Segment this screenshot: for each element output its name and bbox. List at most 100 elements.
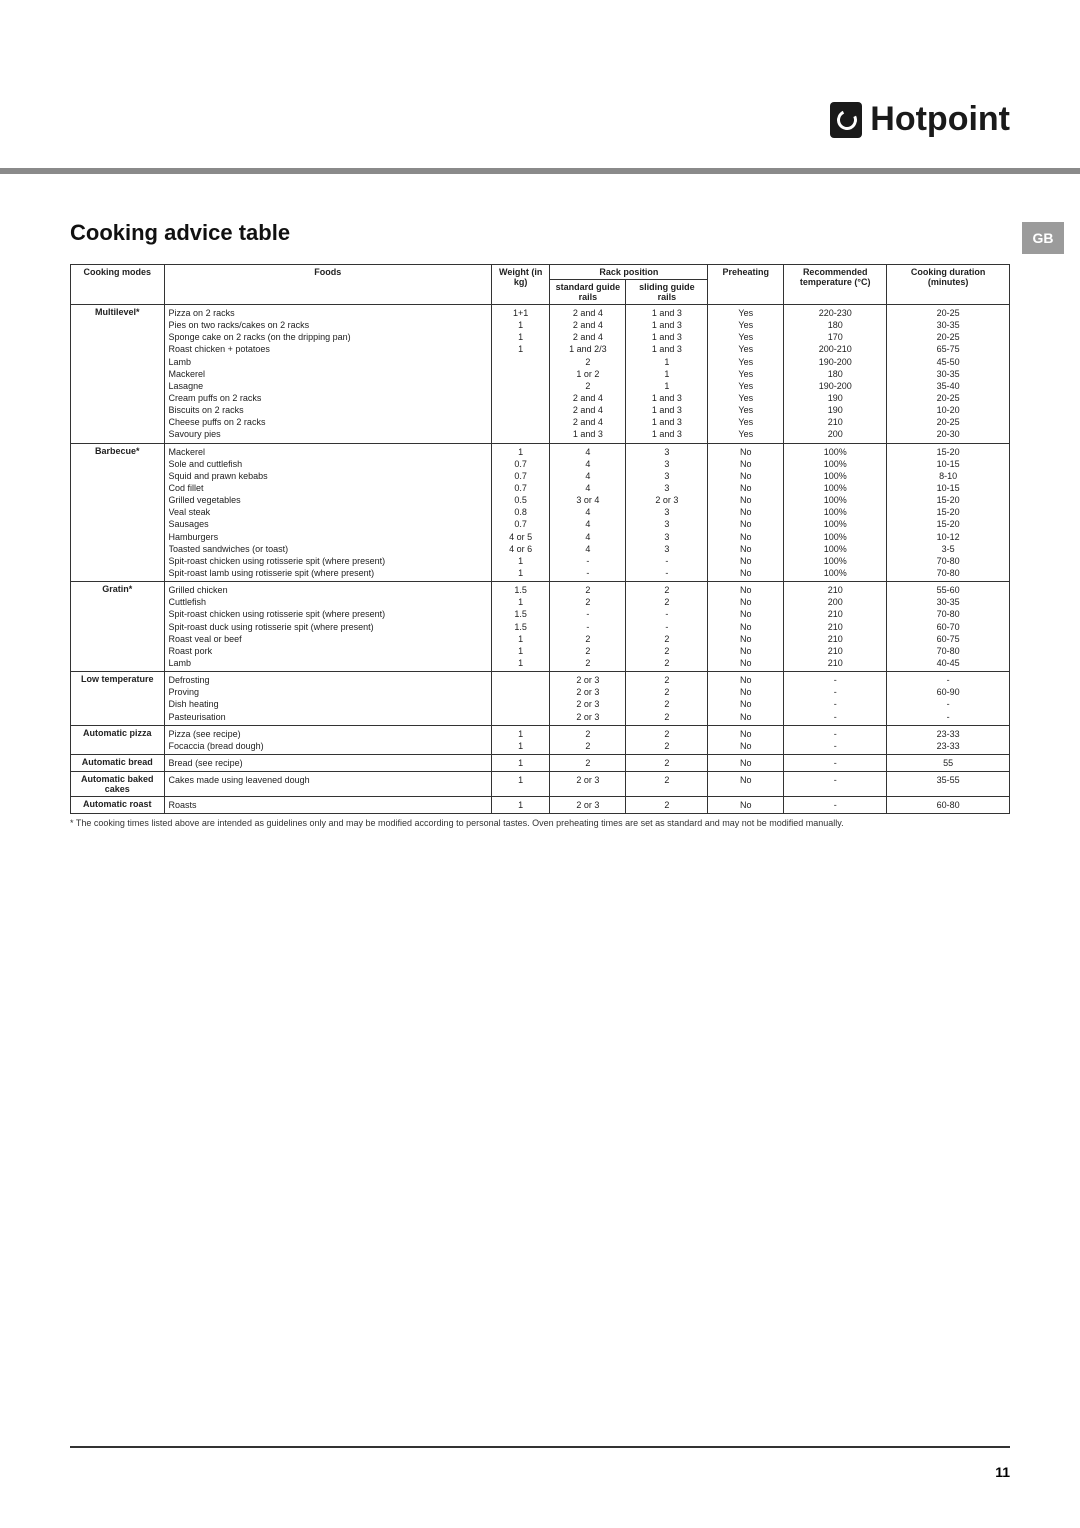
cell-line: 1 — [630, 368, 703, 380]
data-cell: 55 — [887, 754, 1010, 771]
cell-line: Grilled chicken — [169, 584, 487, 596]
data-cell: Roasts — [164, 797, 491, 814]
cell-line: 2 or 3 — [554, 711, 621, 723]
cell-line: No — [712, 531, 779, 543]
cell-line: 2 — [630, 698, 703, 710]
cell-line — [496, 380, 545, 392]
cell-line: 1 — [630, 380, 703, 392]
cell-line: 3 — [630, 518, 703, 530]
data-cell: 1 and 31 and 31 and 31 and 31111 and 31 … — [626, 305, 708, 444]
cell-line: 2 — [630, 596, 703, 608]
cell-line: No — [712, 740, 779, 752]
cell-line: 1 — [496, 596, 545, 608]
cell-line: - — [788, 757, 882, 769]
cell-line: 2 — [554, 584, 621, 596]
cell-line: - — [554, 555, 621, 567]
cell-line: 190 — [788, 392, 882, 404]
data-cell: 20-2530-3520-2565-7545-5030-3535-4020-25… — [887, 305, 1010, 444]
cell-line: 210 — [788, 584, 882, 596]
header-preheat: Preheating — [708, 265, 784, 305]
cell-line: 2 — [554, 380, 621, 392]
cell-line: 70-80 — [891, 608, 1005, 620]
cell-line: 2 — [630, 674, 703, 686]
cell-line: No — [712, 621, 779, 633]
data-cell: 55-6030-3570-8060-7060-7570-8040-45 — [887, 582, 1010, 672]
cell-line: No — [712, 482, 779, 494]
cell-line: 210 — [788, 645, 882, 657]
cell-line: 4 — [554, 482, 621, 494]
header-modes: Cooking modes — [71, 265, 165, 305]
cell-line: 15-20 — [891, 494, 1005, 506]
cell-line: 2 — [630, 633, 703, 645]
cell-line: Yes — [712, 307, 779, 319]
brand-logo: Hotpoint — [830, 100, 1010, 139]
cell-line: 210 — [788, 657, 882, 669]
data-cell: 23-3323-33 — [887, 725, 1010, 754]
cell-line: 30-35 — [891, 368, 1005, 380]
cell-line: Sole and cuttlefish — [169, 458, 487, 470]
cell-line: Cheese puffs on 2 racks — [169, 416, 487, 428]
cell-line: - — [788, 799, 882, 811]
cell-line: 1 and 3 — [630, 392, 703, 404]
cell-line: 2 — [630, 728, 703, 740]
cell-line: 4 — [554, 506, 621, 518]
cell-line: 2 and 4 — [554, 416, 621, 428]
cell-line: 210 — [788, 608, 882, 620]
data-cell: NoNo — [708, 725, 784, 754]
cell-line: Mackerel — [169, 446, 487, 458]
cell-line: - — [891, 674, 1005, 686]
cell-line: 0.5 — [496, 494, 545, 506]
table-row: Low temperatureDefrostingProvingDish hea… — [71, 672, 1010, 726]
cell-line: 70-80 — [891, 645, 1005, 657]
cell-line: Yes — [712, 416, 779, 428]
cell-line: 210 — [788, 621, 882, 633]
data-cell: 1 — [491, 797, 549, 814]
cell-line: - — [891, 698, 1005, 710]
cell-line: 1 and 3 — [630, 404, 703, 416]
cell-line: Focaccia (bread dough) — [169, 740, 487, 752]
cell-line: Hamburgers — [169, 531, 487, 543]
cell-line — [496, 392, 545, 404]
mode-cell: Automatic baked cakes — [71, 772, 165, 797]
cell-line: No — [712, 470, 779, 482]
cell-line — [496, 368, 545, 380]
cell-line: 2 and 4 — [554, 307, 621, 319]
cell-line: 3 — [630, 458, 703, 470]
cell-line: 35-40 — [891, 380, 1005, 392]
cell-line: 200-210 — [788, 343, 882, 355]
cell-line: 1 — [496, 319, 545, 331]
language-tab: GB — [1022, 222, 1064, 254]
cell-line: 1 and 2/3 — [554, 343, 621, 355]
cell-line: 3-5 — [891, 543, 1005, 555]
cell-line: 1.5 — [496, 608, 545, 620]
cell-line: - — [630, 621, 703, 633]
cell-line: 200 — [788, 428, 882, 440]
cell-line: 1 and 3 — [630, 319, 703, 331]
cell-line — [496, 356, 545, 368]
data-cell: 35-55 — [887, 772, 1010, 797]
cell-line: 100% — [788, 543, 882, 555]
brand-bar: Hotpoint — [0, 100, 1080, 139]
cell-line: 60-80 — [891, 799, 1005, 811]
cell-line: Cream puffs on 2 racks — [169, 392, 487, 404]
cell-line: Roasts — [169, 799, 487, 811]
cell-line: 2 and 4 — [554, 319, 621, 331]
cell-line: 40-45 — [891, 657, 1005, 669]
header-temp: Recommended temperature (°C) — [784, 265, 887, 305]
cell-line: 4 — [554, 458, 621, 470]
data-cell: 44443 or 44444-- — [550, 443, 626, 582]
table-row: Gratin*Grilled chickenCuttlefishSpit-roa… — [71, 582, 1010, 672]
cell-line: 3 or 4 — [554, 494, 621, 506]
cell-line: Mackerel — [169, 368, 487, 380]
cell-line: 1 and 3 — [630, 416, 703, 428]
cell-line: 4 — [554, 446, 621, 458]
cell-line: 100% — [788, 470, 882, 482]
page-content: Cooking advice table Cooking modes Foods… — [70, 220, 1010, 830]
cell-line: 70-80 — [891, 567, 1005, 579]
cell-line: 0.7 — [496, 458, 545, 470]
cell-line: Veal steak — [169, 506, 487, 518]
data-cell: 22 — [626, 725, 708, 754]
cell-line: - — [554, 621, 621, 633]
data-cell: 11 — [491, 725, 549, 754]
cell-line: 3 — [630, 543, 703, 555]
